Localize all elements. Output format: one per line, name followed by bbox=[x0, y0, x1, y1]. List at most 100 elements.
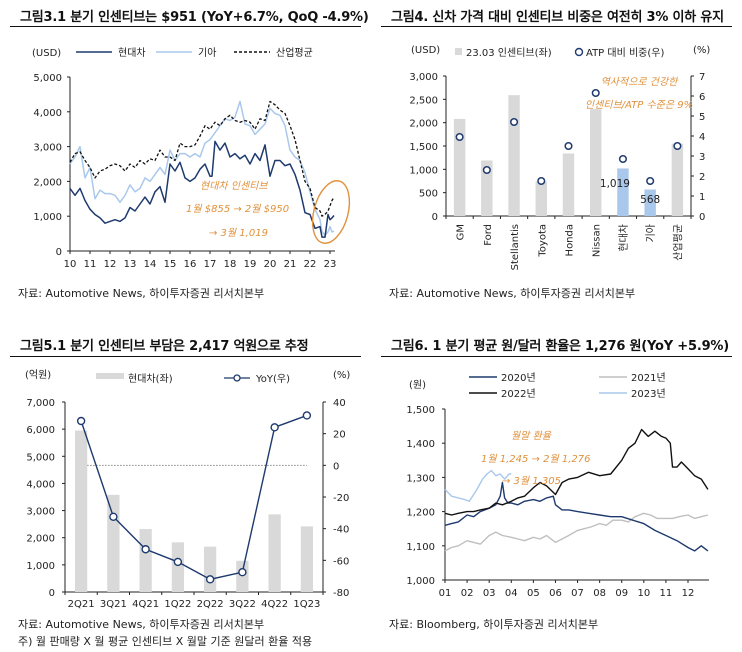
annotation-text: 1월 $855 → 2월 $950 bbox=[186, 203, 289, 215]
legend-swatch-bar bbox=[455, 48, 462, 55]
y-tick-label: 3,000 bbox=[409, 72, 438, 83]
legend-label-industry: 산업평균 bbox=[276, 46, 313, 59]
x-tick-label: 14 bbox=[144, 259, 157, 270]
x-tick-label: Toyota bbox=[537, 224, 548, 258]
y-tick-label: 2,000 bbox=[409, 119, 438, 130]
legend-label-bar: 현대차(좌) bbox=[128, 373, 173, 385]
figure-krw-usd: 그림6. 1 분기 평균 원/달러 환율은 1,276 원(YoY +5.9%)… bbox=[371, 326, 742, 652]
yoy-marker-3Q21 bbox=[109, 512, 118, 521]
y2-tick-label: -80 bbox=[333, 588, 349, 599]
legend-swatch-marker bbox=[233, 374, 241, 382]
bar-1Q23 bbox=[300, 526, 314, 592]
x-tick-label: 13 bbox=[124, 259, 137, 270]
legend-label-marker: ATP 대비 비중(우) bbox=[586, 47, 664, 59]
y-axis-unit: (USD) bbox=[411, 45, 440, 56]
bar-0 bbox=[453, 118, 466, 216]
y-tick-label: 7,000 bbox=[26, 398, 55, 409]
x-tick-label: GM bbox=[456, 224, 467, 240]
x-tick-label: 15 bbox=[164, 259, 177, 270]
legend-label-y2022: 2022년 bbox=[501, 388, 536, 400]
y2-tick-label: 20 bbox=[333, 430, 346, 441]
x-tick-label: 산업평균 bbox=[671, 224, 684, 261]
x-tick-label: 1Q22 bbox=[164, 599, 191, 610]
x-tick-label: 23 bbox=[324, 259, 337, 270]
x-tick-label: 01 bbox=[439, 588, 452, 599]
series-line-y2021 bbox=[444, 512, 709, 552]
legend-label-bar: 23.03 인센티브(좌) bbox=[466, 47, 552, 59]
y-tick-label: 1,500 bbox=[409, 142, 438, 153]
y-tick-label: 5,000 bbox=[33, 73, 62, 84]
annotation-text: → 3월 1,305 bbox=[502, 475, 561, 487]
y-tick-label: 1,100 bbox=[406, 542, 435, 553]
ratio-marker-7 bbox=[646, 176, 655, 186]
y-tick-label: 500 bbox=[419, 189, 438, 200]
ratio-marker-6 bbox=[618, 154, 627, 164]
y-tick-label: 1,000 bbox=[406, 576, 435, 587]
y2-tick-label: 0 bbox=[699, 212, 705, 223]
x-tick-label: 21 bbox=[284, 259, 297, 270]
x-tick-label: Honda bbox=[565, 224, 576, 256]
title-divider bbox=[381, 26, 732, 27]
annotation-text: 역사적으로 건강한 bbox=[601, 76, 680, 88]
x-tick-label: 1Q23 bbox=[293, 599, 320, 610]
title-divider bbox=[10, 356, 361, 357]
figure-title: 그림3.1 분기 인센티브는 $951 (YoY+6.7%, QoQ -4.9%… bbox=[20, 10, 369, 25]
incentive-ratio-chart: (USD) (%) 23.03 인센티브(좌) ATP 대비 비중(우) 0 500 1,0… bbox=[409, 45, 710, 270]
x-tick-label: 04 bbox=[505, 588, 518, 599]
ratio-marker-3 bbox=[537, 176, 546, 186]
figure-incentive-burden: 그림5.1 분기 인센티브 부담은 2,417 억원으로 추정 (억원) (%) 현… bbox=[0, 326, 371, 652]
y2-tick-label: 7 bbox=[699, 72, 705, 83]
y2-tick-label: -40 bbox=[333, 525, 349, 536]
x-tick-label: 08 bbox=[593, 588, 606, 599]
title-divider bbox=[10, 26, 361, 27]
x-tick-label: 09 bbox=[615, 588, 628, 599]
x-tick-label: 12 bbox=[104, 259, 117, 270]
y-tick-label: 3,000 bbox=[33, 143, 62, 154]
x-tick-label: 11 bbox=[84, 259, 97, 270]
x-tick-label: 현대차 bbox=[618, 224, 630, 252]
y-tick-label: 0 bbox=[49, 588, 55, 599]
bar-1Q22 bbox=[171, 542, 185, 592]
figure-title: 그림6. 1 분기 평균 원/달러 환율은 1,276 원(YoY +5.9%) bbox=[391, 339, 729, 354]
annotation-text: 월말 환율 bbox=[511, 430, 552, 442]
ratio-marker-0 bbox=[455, 132, 464, 142]
ratio-marker-2 bbox=[510, 117, 519, 127]
y-tick-label: 1,500 bbox=[406, 405, 435, 416]
x-tick-label: 3Q22 bbox=[229, 599, 256, 610]
krw-usd-chart: (원) 2020년 2021년 2022년 2023년 1,000 1,100 1,200 1,… bbox=[406, 372, 709, 599]
annotation-text: 1월 1,245 → 2월 1,276 bbox=[481, 453, 590, 465]
series-line-industry bbox=[69, 100, 335, 217]
legend-swatch-bar bbox=[96, 373, 124, 379]
y2-tick-label: 3 bbox=[699, 152, 705, 163]
y-tick-label: 4,000 bbox=[26, 479, 55, 490]
x-tick-label: 2Q22 bbox=[197, 599, 224, 610]
x-tick-label: 22 bbox=[304, 259, 317, 270]
y-tick-label: 1,300 bbox=[406, 473, 435, 484]
y-axis-unit: (USD) bbox=[32, 48, 61, 59]
y-tick-label: 2,000 bbox=[33, 177, 62, 188]
legend-label-y2020: 2020년 bbox=[501, 372, 536, 384]
y-tick-label: 1,000 bbox=[33, 212, 62, 223]
ratio-marker-1 bbox=[482, 165, 491, 175]
x-tick-label: Nissan bbox=[592, 224, 603, 257]
y2-tick-label: 5 bbox=[699, 112, 705, 123]
y-axis-unit: (억원) bbox=[25, 369, 51, 381]
yoy-marker-4Q22 bbox=[270, 423, 279, 432]
bar-3 bbox=[535, 181, 547, 216]
series-line-hyundai bbox=[69, 140, 335, 238]
bar-5 bbox=[590, 109, 602, 216]
legend-label-y2023: 2023년 bbox=[631, 388, 666, 400]
y2-axis-unit: (%) bbox=[693, 45, 710, 56]
figure-title: 그림4. 신차 가격 대비 인센티브 비중은 여전히 3% 이하 유지 bbox=[391, 10, 724, 25]
x-tick-label: 12 bbox=[682, 588, 695, 599]
yoy-marker-1Q22 bbox=[173, 557, 183, 567]
y2-tick-label: -60 bbox=[333, 556, 349, 567]
annotation-text: 인센티브/ATP 수준은 9% bbox=[585, 99, 693, 111]
bar-1 bbox=[481, 160, 493, 216]
x-tick-label: 10 bbox=[64, 259, 77, 270]
x-tick-label: 11 bbox=[660, 588, 673, 599]
x-tick-label: 02 bbox=[461, 588, 474, 599]
series-line-kia bbox=[69, 100, 335, 237]
x-tick-label: 17 bbox=[204, 259, 217, 270]
y-tick-label: 1,200 bbox=[406, 508, 435, 519]
